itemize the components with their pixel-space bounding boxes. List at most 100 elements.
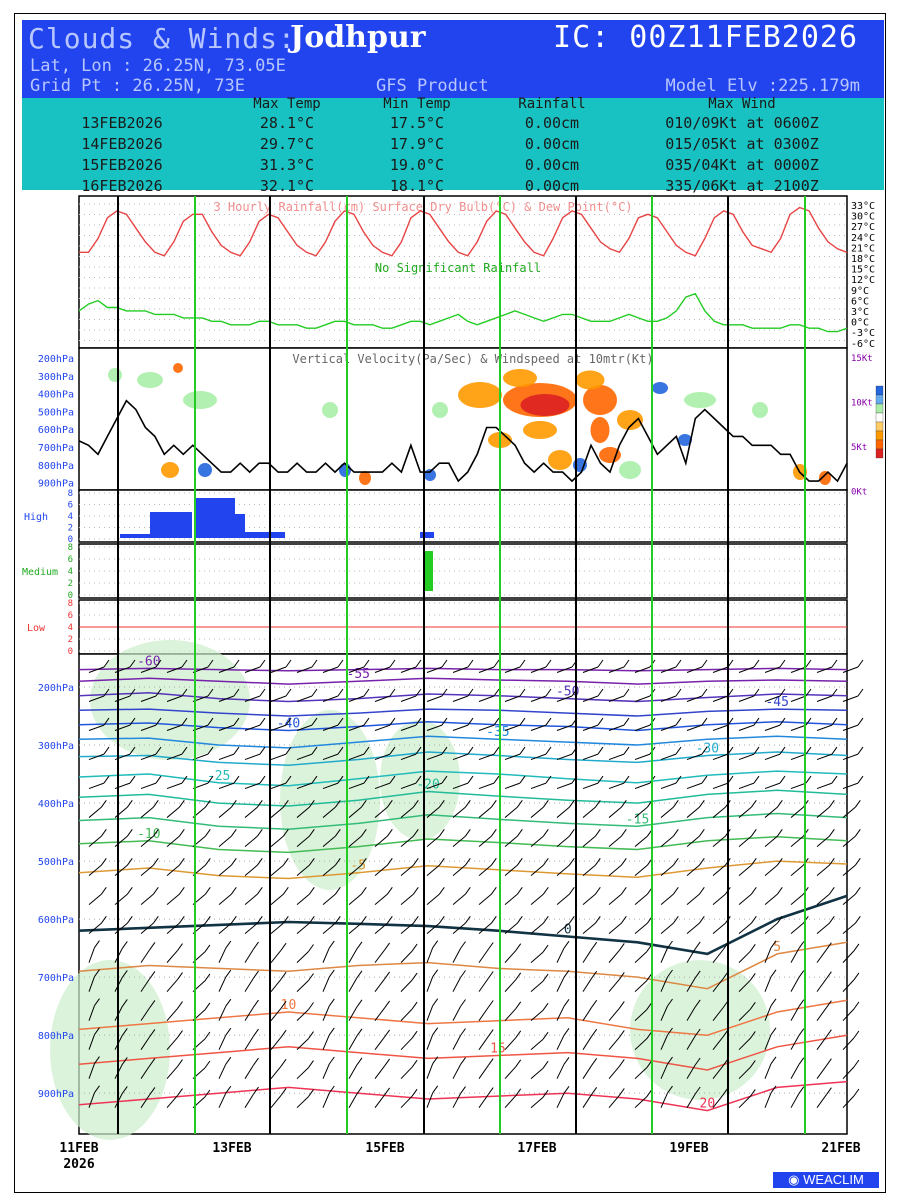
- wind-barb-flag: [618, 972, 625, 980]
- wind-barb: [530, 666, 547, 673]
- wind-barb: [322, 922, 336, 935]
- wind-barb-flag: [432, 998, 439, 1006]
- wind-barb-flag: [94, 1056, 100, 1064]
- wind-barb: [660, 753, 677, 761]
- wind-barb: [374, 949, 385, 963]
- wind-barb: [842, 782, 859, 790]
- wind-barb: [686, 724, 703, 732]
- wind-barb: [556, 666, 573, 673]
- wind-barb-flag: [389, 717, 396, 726]
- wind-barb: [140, 978, 151, 992]
- wind-barb: [634, 666, 651, 673]
- wind-barb-flag: [591, 1028, 598, 1037]
- wind-barb-flag: [675, 746, 682, 755]
- isotherm-label: 15: [490, 1041, 506, 1056]
- wind-barb-flag: [828, 887, 835, 895]
- wind-barb-flag: [597, 688, 604, 697]
- wind-barb-flag: [225, 1085, 232, 1094]
- pressure-tick: 400hPa: [38, 799, 74, 810]
- wind-barb-flag: [155, 775, 162, 784]
- wind-barb: [790, 1064, 800, 1079]
- wind-barb-flag: [853, 1001, 860, 1010]
- cloud-tick: 6: [68, 611, 73, 621]
- wind-barb: [738, 695, 755, 702]
- wind-barb-flag: [646, 1060, 653, 1069]
- wind-barb: [140, 922, 154, 935]
- pressure-tick: 700hPa: [38, 443, 74, 454]
- wind-barb-flag: [126, 858, 133, 866]
- wind-barb-flag: [253, 999, 259, 1008]
- tick-label: -6°C: [851, 339, 875, 350]
- dew-point-line: [78, 292, 848, 333]
- pressure-tick: 900hPa: [38, 479, 74, 490]
- wind-barb-flag: [308, 1031, 314, 1039]
- wind-barb: [816, 806, 830, 818]
- wind-barb: [296, 1096, 309, 1109]
- row-max-wind: 010/09Kt at 0600Z: [665, 113, 819, 132]
- wind-barb: [764, 1063, 772, 1079]
- summary-table: Max Temp Min Temp Rainfall Max Wind 13FE…: [22, 96, 862, 196]
- wind-barb: [842, 666, 859, 673]
- wind-barb-flag: [149, 1087, 156, 1095]
- wind-barb: [426, 1063, 434, 1079]
- wind-barb: [140, 864, 154, 876]
- wind-barb: [504, 1008, 517, 1021]
- wind-barb: [504, 666, 521, 673]
- wind-barb: [400, 893, 414, 905]
- wind-barb-flag: [591, 970, 598, 979]
- wind-barb-flag: [623, 659, 630, 668]
- wind-barb: [244, 806, 258, 818]
- header-banner: Clouds & Winds: Jodhpur IC: 00Z11FEB2026…: [22, 20, 884, 98]
- wind-barb: [348, 893, 362, 905]
- wind-barb-flag: [311, 688, 318, 697]
- wind-barb-flag: [490, 858, 497, 866]
- wind-barb: [738, 782, 755, 790]
- wind-barb-flag: [204, 1031, 211, 1040]
- summary-col-min-temp: Min Temp: [383, 96, 451, 112]
- wind-barb: [816, 922, 830, 935]
- wind-barb-flag: [516, 916, 523, 924]
- wind-barb: [166, 893, 180, 905]
- wind-barb-flag: [568, 829, 575, 837]
- wind-barb: [426, 1034, 434, 1050]
- wind-barb: [244, 948, 254, 963]
- isotherm-line: [78, 1034, 848, 1071]
- wind-barb-flag: [282, 887, 289, 895]
- wind-barb: [218, 753, 235, 761]
- vv-shade: [548, 450, 572, 470]
- wind-barb: [244, 922, 258, 935]
- wind-barb-flag: [591, 999, 598, 1008]
- wind-barb-flag: [441, 688, 448, 697]
- wind-barb-flag: [280, 1000, 287, 1009]
- wind-barb-flag: [542, 887, 549, 895]
- isotherm-label: 10: [281, 998, 297, 1013]
- wind-barb: [608, 950, 620, 963]
- isotherm-line: [78, 721, 848, 732]
- wind-barb: [348, 1006, 358, 1021]
- wind-barb-flag: [515, 1030, 522, 1039]
- wind-barb-flag: [701, 775, 708, 784]
- wind-barb-flag: [411, 1001, 418, 1010]
- wind-barb: [764, 806, 778, 818]
- wind-barb-flag: [805, 746, 812, 755]
- wind-barb-flag: [225, 1056, 232, 1065]
- wind-barb: [660, 782, 677, 790]
- wind-barb-flag: [597, 659, 604, 668]
- wind-barb: [712, 1065, 724, 1079]
- wind-barb: [582, 893, 596, 905]
- vv-shade: [590, 417, 610, 443]
- isotherm-line: [78, 708, 848, 717]
- wind-barb-flag: [493, 717, 500, 726]
- wind-barb: [556, 806, 570, 818]
- wind-barb-flag: [360, 858, 367, 866]
- wind-barb-flag: [337, 717, 344, 726]
- wind-barb-flag: [753, 746, 760, 755]
- wind-barb: [400, 1066, 413, 1080]
- wind-barb-flag: [487, 1029, 494, 1037]
- wind-barb-flag: [563, 1057, 570, 1065]
- wind-barb-flag: [155, 717, 162, 726]
- wind-barb: [452, 1064, 461, 1079]
- wind-barb: [452, 1006, 461, 1021]
- wind-barb: [322, 753, 339, 761]
